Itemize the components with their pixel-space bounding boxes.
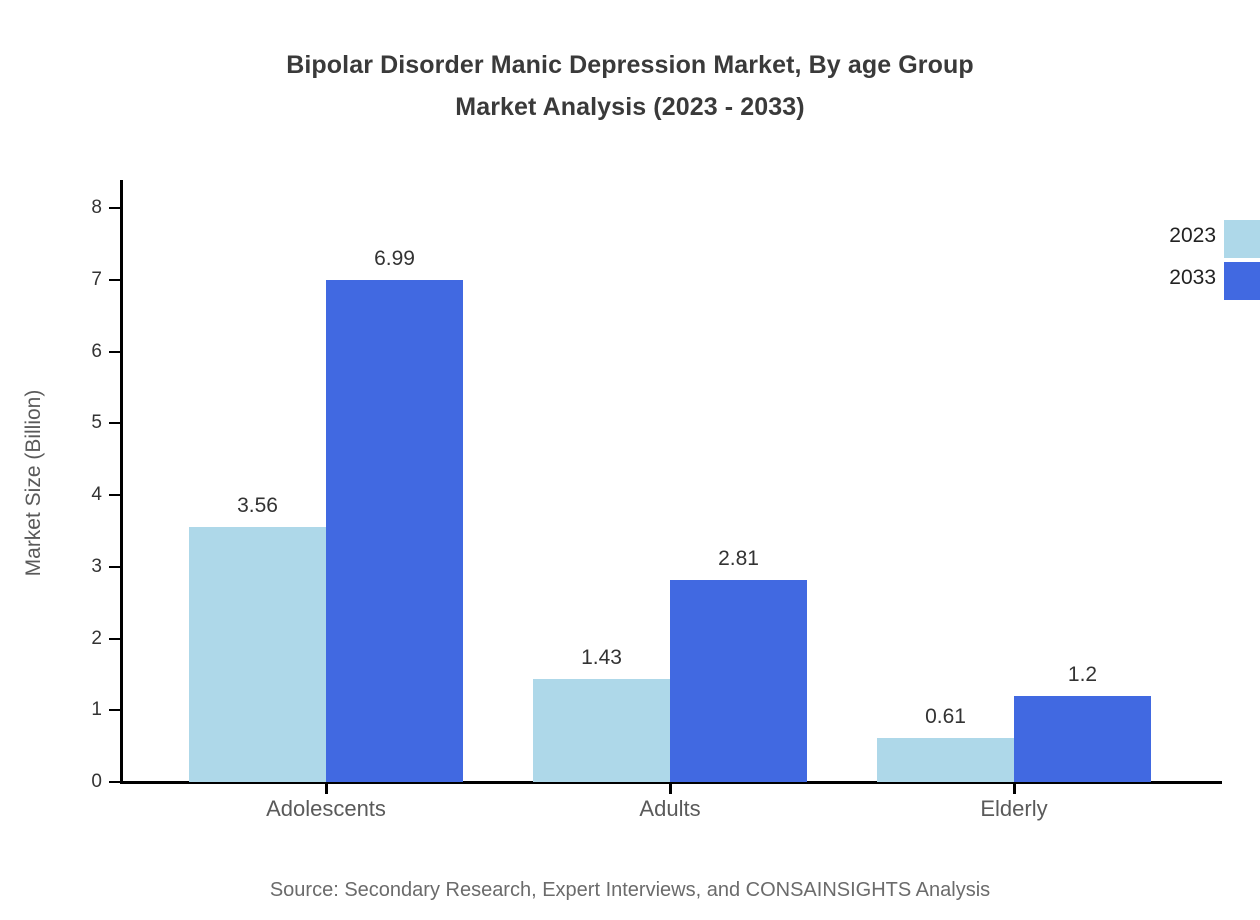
y-axis-tick [109, 709, 121, 712]
chart-title: Bipolar Disorder Manic Depression Market… [0, 44, 1260, 128]
bar-adults-2023[interactable] [533, 679, 670, 782]
y-axis-spine [120, 180, 123, 784]
y-axis-tick [109, 781, 121, 783]
bar-value-label: 0.61 [925, 705, 966, 729]
bar-adolescents-2033[interactable] [326, 280, 463, 782]
bar-value-label: 3.56 [237, 493, 278, 517]
legend-label-2023: 2023 [1169, 224, 1216, 247]
bar-adults-2033[interactable] [670, 580, 807, 782]
y-axis-tick [109, 207, 121, 209]
plot-area: 3.56 6.99 1.43 2.81 0.61 1.2 [120, 180, 1222, 782]
x-axis-tick [325, 783, 328, 794]
legend-item-2023[interactable]: 2023 [1130, 218, 1260, 260]
bar-value-label: 6.99 [374, 247, 415, 271]
source-note: Source: Secondary Research, Expert Inter… [269, 879, 991, 901]
bar-value-label: 2.81 [718, 547, 759, 571]
y-axis-tick [109, 637, 121, 640]
chart-title-line-2: Market Analysis (2023 - 2033) [455, 93, 805, 121]
chart-title-line-1: Bipolar Disorder Manic Depression Market… [286, 51, 974, 79]
y-axis-tick [109, 565, 121, 568]
x-axis-tick [1013, 783, 1016, 794]
bar-value-label: 1.2 [1067, 662, 1098, 686]
bar-elderly-2033[interactable] [1014, 695, 1151, 782]
y-axis-tick [109, 494, 121, 496]
legend-label-2033: 2033 [1169, 266, 1216, 289]
x-axis-category-label-adolescents: Adolescents [266, 796, 386, 821]
legend-swatch-2033 [1224, 262, 1260, 300]
bar-adolescents-2023[interactable] [189, 526, 326, 782]
bar-elderly-2023[interactable] [877, 738, 1014, 782]
bar-value-label: 1.43 [581, 646, 622, 670]
x-axis-category-label-elderly: Elderly [980, 796, 1048, 821]
x-axis-spine [120, 781, 1222, 784]
legend-swatch-2023 [1224, 220, 1260, 258]
legend-item-2033[interactable]: 2033 [1130, 260, 1260, 302]
legend: 2023 2033 [1130, 218, 1260, 302]
x-axis-tick [669, 783, 672, 794]
y-axis-tick [109, 422, 121, 425]
y-axis-tick [109, 278, 121, 281]
x-axis-category-label-adults: Adults [639, 796, 701, 821]
y-axis-tick [109, 350, 121, 353]
